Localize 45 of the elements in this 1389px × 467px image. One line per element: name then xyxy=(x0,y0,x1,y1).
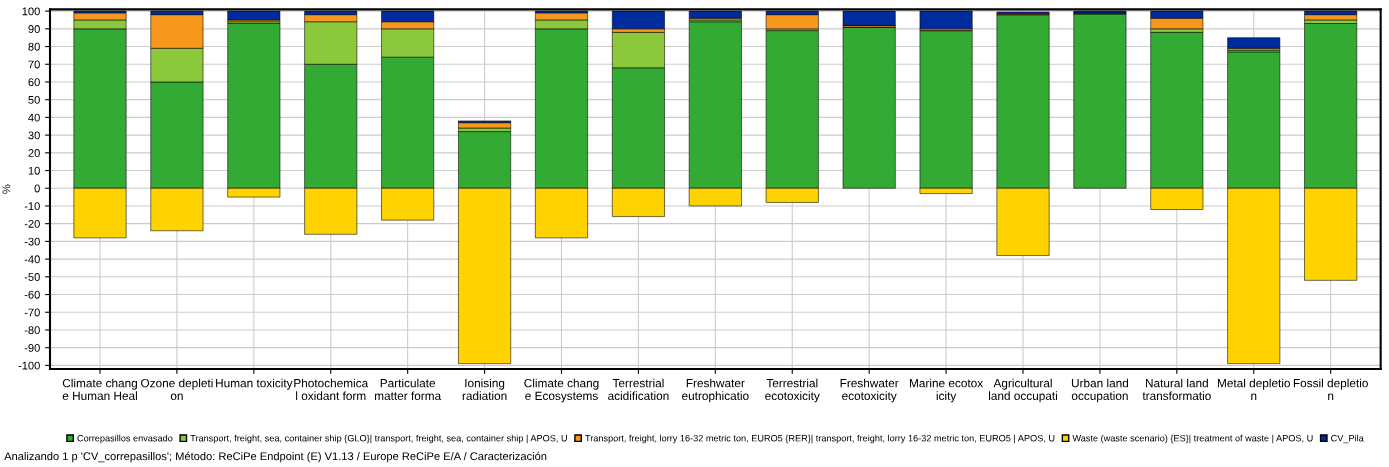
y-tick-label: -70 xyxy=(24,308,40,317)
y-axis-title: % xyxy=(2,184,11,194)
x-tick-label: Natural land transformatio xyxy=(1142,378,1211,401)
x-tick-label: Terrestrial acidification xyxy=(608,378,669,401)
y-tick-label: 20 xyxy=(28,149,40,157)
y-tick-label: 100 xyxy=(22,7,40,16)
legend-label: Transport, freight, lorry 16-32 metric ton, EURO5 {RER}| transport, freight, lorry 16-32 metric ton, EURO5 | APOS, U xyxy=(585,434,1055,444)
legend-label: CV_Pila xyxy=(1331,434,1364,444)
y-tick-label: -90 xyxy=(24,343,40,352)
y-tick-label: -60 xyxy=(24,290,40,299)
x-tick-label: Freshwater ecotoxicity xyxy=(840,378,899,403)
x-tick-label: Climate chang e Ecosystems xyxy=(524,378,599,403)
y-tick-label: -10 xyxy=(24,202,40,211)
x-tick-label: Marine ecotox icity xyxy=(909,378,984,403)
x-tick-label: Freshwater eutrophicatio xyxy=(682,378,749,403)
x-tick-label: Fossil depletio n xyxy=(1293,378,1368,400)
x-tick-label: Agricultural land occupati xyxy=(989,378,1057,403)
y-tick-label: -20 xyxy=(24,219,40,228)
y-tick-label: 60 xyxy=(28,78,40,87)
y-tick-label: 70 xyxy=(28,60,40,69)
x-tick-label: Terrestrial ecotoxicity xyxy=(765,378,820,403)
y-tick-label: 50 xyxy=(28,95,40,104)
legend-label: Correpasillos envasado xyxy=(77,434,173,444)
y-tick-label: -100 xyxy=(18,361,40,370)
y-tick-label: 10 xyxy=(28,166,40,175)
x-tick-label: Photochemica l oxidant form xyxy=(294,378,369,401)
y-tick-label: -40 xyxy=(24,255,40,264)
x-tick-label: Human toxicity xyxy=(216,378,293,390)
y-tick-label: 30 xyxy=(28,131,40,140)
y-tick-label: -80 xyxy=(24,326,40,335)
x-tick-label: Particulate matter forma xyxy=(375,378,442,401)
y-tick-label: 80 xyxy=(28,42,40,51)
y-tick-label: -30 xyxy=(24,237,40,246)
x-tick-label: Ozone depleti on xyxy=(141,378,213,401)
x-tick-label: Ionising radiation xyxy=(462,378,507,401)
y-tick-label: -50 xyxy=(24,273,40,281)
y-tick-label: 40 xyxy=(28,113,40,122)
y-tick-label: 90 xyxy=(28,25,40,33)
x-tick-label: Urban land occupation xyxy=(1071,378,1129,403)
x-tick-label: Metal depletio n xyxy=(1217,378,1291,400)
y-tick-label: 0 xyxy=(34,184,40,193)
legend-label: Waste (waste scenario) {ES}| treatment of waste | APOS, U xyxy=(1072,434,1313,444)
text: Analizando 1 p 'CV_correpasillos'; Método: ReCiPe Endpoint (E) V1.13 / Europe ReCiPe E/A / Caracterización xyxy=(4,451,547,463)
x-tick-label: Climate chang e Human Heal xyxy=(62,378,137,401)
legend-label: Transport, freight, sea, container ship {GLO}| transport, freight, sea, container ship | APOS, U xyxy=(190,434,567,444)
